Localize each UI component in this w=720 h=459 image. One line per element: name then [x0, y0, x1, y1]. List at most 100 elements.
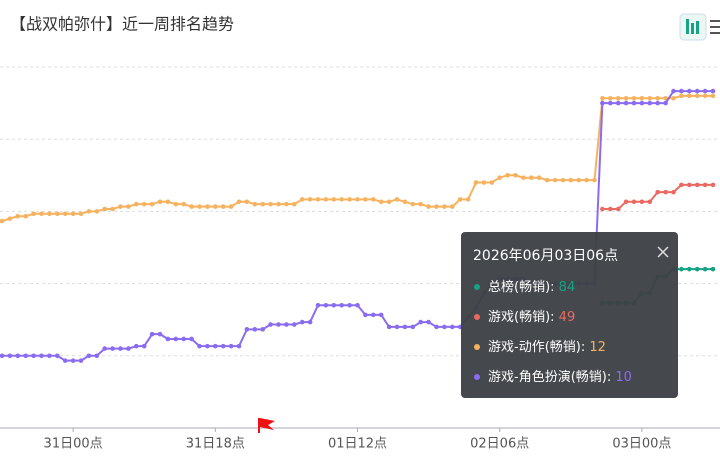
series-point	[220, 343, 226, 349]
series-point	[323, 197, 329, 202]
series-point	[292, 322, 297, 327]
series-point	[434, 324, 439, 330]
series-point	[371, 312, 376, 318]
icon-list[interactable]	[710, 26, 720, 28]
series-point	[631, 95, 637, 101]
series-point	[213, 343, 218, 349]
series-point	[331, 302, 337, 308]
series-point	[7, 353, 13, 359]
flag-marker[interactable]	[258, 418, 275, 433]
x-tick-label: 02日06点	[470, 437, 529, 452]
series-point	[442, 204, 447, 209]
tooltip: 2026年06月03日06点 总榜(畅销): 84 游戏(畅销): 49 游戏-动作…	[461, 232, 678, 398]
series-point	[623, 95, 629, 101]
series-point	[236, 199, 242, 205]
series-point	[126, 346, 131, 351]
series-point	[47, 353, 52, 359]
series-point	[473, 180, 479, 185]
series-point	[639, 100, 645, 106]
tooltip-close[interactable]	[657, 246, 669, 258]
series-point	[608, 100, 613, 106]
series-point	[623, 199, 629, 205]
series-point	[497, 175, 503, 181]
series-point	[347, 197, 352, 202]
series-point	[663, 95, 668, 101]
tooltip-row: 游戏-角色扮演(畅销): 10	[488, 369, 632, 385]
series-point	[608, 95, 613, 101]
series-point	[639, 199, 645, 205]
series-point	[55, 211, 60, 217]
series-point	[615, 95, 621, 101]
series-point	[394, 197, 400, 202]
series-line	[1, 94, 713, 222]
series-point	[94, 353, 100, 359]
series-point	[568, 177, 574, 183]
series-point	[600, 95, 605, 101]
series-point	[671, 95, 676, 101]
tooltip-value: 49	[559, 310, 576, 325]
series-point	[710, 93, 716, 99]
series-point	[149, 201, 155, 207]
series-point	[679, 93, 684, 99]
series-point	[134, 343, 139, 349]
series-point	[268, 322, 273, 327]
tooltip-box	[461, 232, 678, 398]
series-point	[78, 211, 84, 217]
series-point	[110, 206, 115, 212]
tooltip-value: 84	[559, 280, 576, 295]
series-point	[694, 93, 700, 99]
series-point	[615, 100, 621, 106]
tooltip-series-name: 游戏(畅销)	[488, 310, 550, 325]
series-point	[86, 209, 92, 214]
series-point	[694, 266, 700, 272]
series-point	[710, 182, 716, 188]
toolbar[interactable]	[679, 13, 720, 41]
tooltip-series-name: 总榜(畅销)	[488, 279, 550, 295]
tooltip-row: 游戏-动作(畅销): 12	[488, 340, 606, 355]
series-point	[23, 353, 29, 359]
series-point	[284, 322, 289, 327]
icon-list[interactable]	[710, 32, 720, 34]
series-point	[663, 189, 668, 195]
icon-list[interactable]	[710, 20, 720, 22]
series-point	[639, 95, 645, 101]
series-point	[426, 204, 431, 209]
series-point	[244, 327, 250, 332]
series-point	[418, 319, 424, 325]
series-point	[702, 266, 708, 272]
series-point	[252, 201, 258, 207]
series-point	[197, 204, 202, 209]
series-point	[600, 206, 605, 212]
series-point	[363, 312, 368, 318]
series-point	[62, 358, 68, 363]
series-point	[220, 204, 226, 209]
series-point	[86, 353, 92, 359]
series-point	[584, 177, 589, 183]
tooltip-swatch	[474, 374, 480, 380]
series-point	[118, 346, 123, 351]
series-point	[299, 319, 305, 325]
series-point	[355, 302, 360, 308]
series-point	[55, 353, 60, 359]
series-point	[710, 88, 716, 94]
series-point	[315, 197, 321, 202]
series-point	[647, 199, 653, 205]
series-point	[284, 201, 289, 207]
series-point	[173, 336, 179, 342]
series-point	[552, 177, 558, 183]
series-point	[481, 180, 487, 185]
series-point	[521, 175, 526, 181]
series-point	[687, 266, 692, 272]
series-point	[157, 199, 163, 205]
series-point	[450, 324, 455, 330]
series-point	[560, 177, 566, 183]
tooltip-swatch	[474, 344, 480, 350]
series-point	[687, 88, 692, 94]
series-point	[687, 182, 692, 188]
series-point	[544, 177, 550, 183]
series-point	[213, 204, 218, 209]
series-point	[702, 93, 708, 99]
series-point	[118, 204, 123, 209]
